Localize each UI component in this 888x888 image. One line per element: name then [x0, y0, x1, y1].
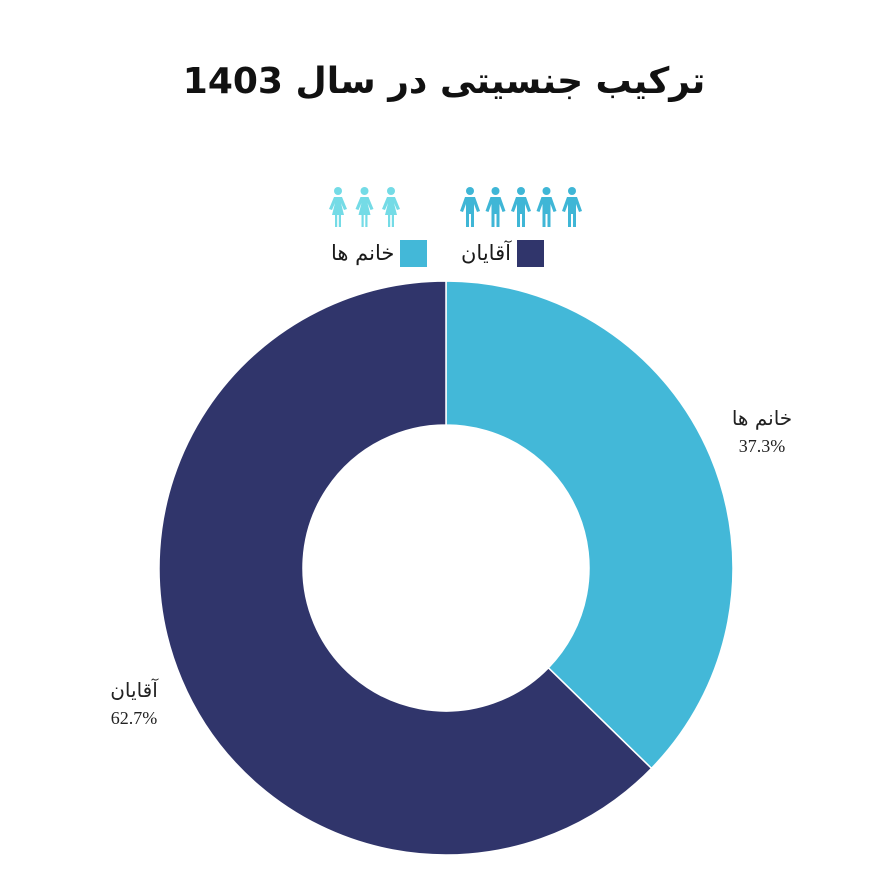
slice-label-women: خانم ها 37.3%: [712, 404, 812, 460]
donut-slice-1[interactable]: [158, 280, 653, 856]
slice-name-men: آقایان: [110, 678, 158, 702]
male-figure-icon: [460, 187, 480, 227]
slice-value-men: 62.7%: [110, 708, 158, 728]
male-figure-icon: [511, 187, 531, 227]
male-figure-icon: [562, 187, 582, 227]
legend-swatch-women: [400, 239, 428, 267]
female-figure-icon: [329, 187, 347, 227]
legend-item-men[interactable]: آقایان: [461, 238, 544, 268]
legend-swatch-men: [516, 239, 544, 267]
slice-name-women: خانم ها: [731, 406, 793, 430]
donut-slices: [158, 280, 734, 856]
male-figures-icon: [460, 187, 582, 227]
male-figure-icon: [485, 187, 506, 227]
male-figure-icon: [536, 187, 557, 227]
female-figures-icon: [329, 187, 400, 227]
donut-slice-0[interactable]: [445, 280, 734, 770]
slice-label-men: آقایان 62.7%: [84, 676, 184, 732]
legend-label-men: آقایان: [461, 241, 511, 265]
slice-value-women: 37.3%: [738, 436, 786, 456]
legend-label-women: خانم ها: [331, 241, 395, 265]
female-figure-icon: [355, 187, 374, 227]
legend-item-women[interactable]: خانم ها: [331, 238, 428, 268]
female-figure-icon: [382, 187, 400, 227]
chart-title: ترکیب جنسیتی در سال 1403: [182, 61, 706, 102]
